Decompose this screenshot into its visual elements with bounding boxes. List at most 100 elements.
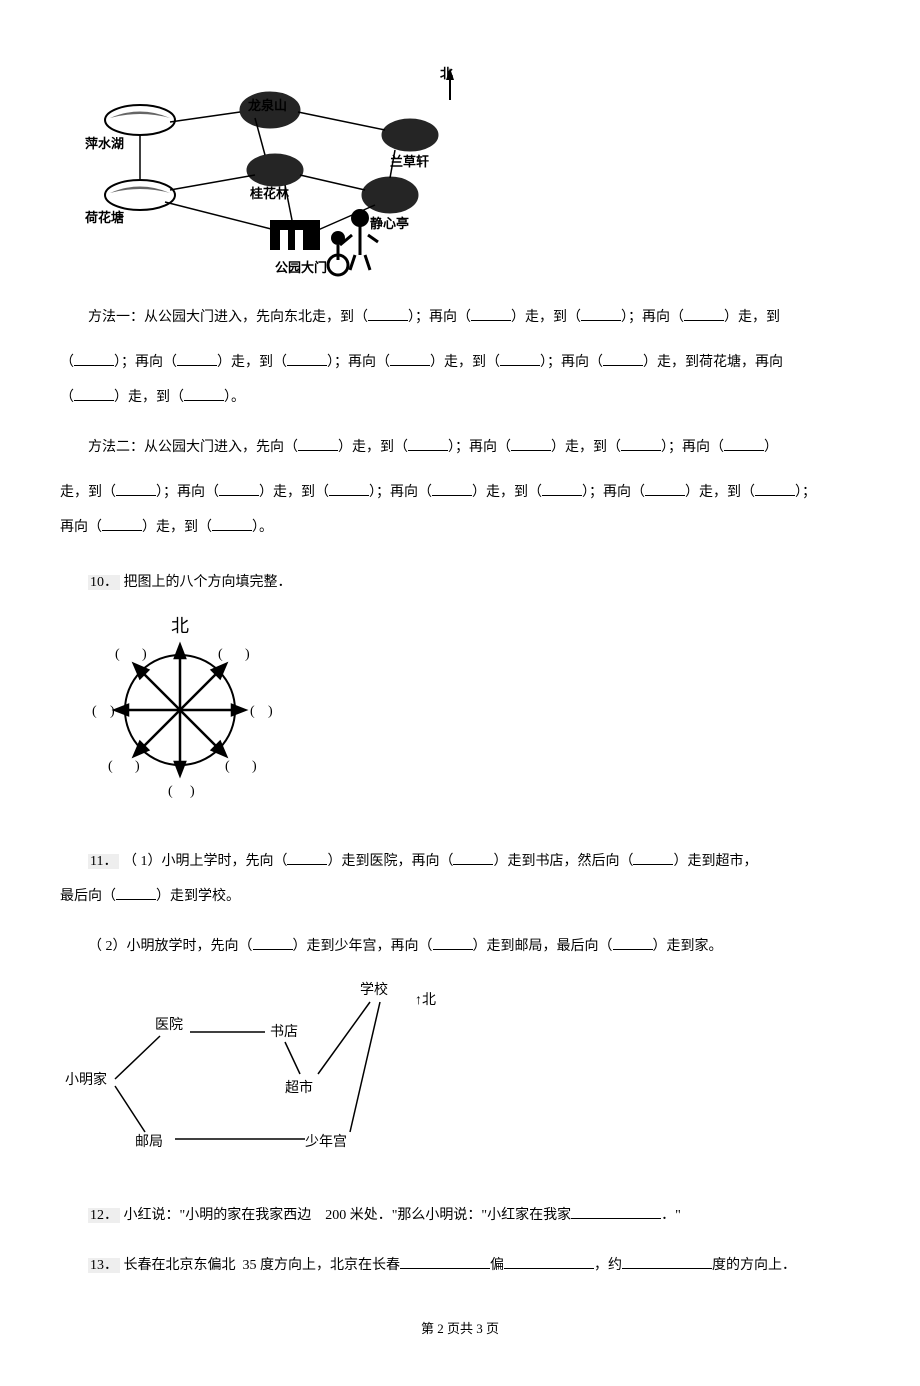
blank[interactable]: [102, 516, 142, 531]
svg-text:邮局: 邮局: [135, 1134, 163, 1150]
svg-text:超市: 超市: [285, 1079, 313, 1096]
svg-text:(: (: [108, 759, 113, 774]
text: 长春在北京东偏北: [124, 1258, 236, 1273]
blank[interactable]: [177, 351, 217, 366]
blank[interactable]: [613, 935, 653, 950]
svg-text:医院: 医院: [155, 1017, 183, 1033]
hehua-label: 荷花塘: [85, 202, 124, 235]
text: ）；: [795, 485, 816, 500]
q9-method2-line2: 走，到（）；再向（）走，到（）；再向（）走，到（）；再向（）走，到（）；: [60, 475, 860, 510]
text: ）走到家。: [653, 939, 723, 954]
blank[interactable]: [500, 351, 540, 366]
blank[interactable]: [219, 481, 259, 496]
svg-text:(: (: [168, 784, 173, 799]
text: ）；再向（: [156, 485, 219, 500]
blank[interactable]: [116, 885, 156, 900]
blank[interactable]: [400, 1254, 490, 1269]
blank[interactable]: [542, 481, 582, 496]
blank[interactable]: [212, 516, 252, 531]
text: 方法一：从公园大门进入，先向东北走，到（: [88, 310, 368, 325]
guihua-label: 桂花林: [250, 178, 289, 211]
q11-part1-line1: 11． （ 1）小明上学时，先向（）走到医院，再向（）走到书店，然后向（）走到超…: [60, 844, 860, 879]
text: （ 2）小明放学时，先向（: [88, 939, 253, 954]
q9-method1-line3: （）走，到（）。: [60, 380, 860, 415]
jingxin-label: 静心亭: [370, 208, 409, 241]
blank[interactable]: [622, 1254, 712, 1269]
text: ）；再向（: [369, 485, 432, 500]
text: ）走，到（: [511, 310, 581, 325]
text: 度的方向上．: [712, 1258, 796, 1273]
compass-svg: 北 () () () () () () (): [80, 610, 280, 810]
blank[interactable]: [184, 386, 224, 401]
text: ）走，到荷花塘，再向: [643, 355, 783, 370]
q11-part2: （ 2）小明放学时，先向（）走到少年宫，再向（）走到邮局，最后向（）走到家。: [60, 929, 860, 964]
blank[interactable]: [433, 935, 473, 950]
blank[interactable]: [253, 935, 293, 950]
blank[interactable]: [684, 306, 724, 321]
blank[interactable]: [116, 481, 156, 496]
text: 走，到（: [60, 485, 116, 500]
blank[interactable]: [74, 351, 114, 366]
blank[interactable]: [390, 351, 430, 366]
compass-figure: 北 () () () () () () (): [80, 610, 860, 824]
blank[interactable]: [603, 351, 643, 366]
text: ）。: [252, 520, 273, 535]
svg-text:): ): [142, 647, 147, 662]
blank[interactable]: [621, 436, 661, 451]
text: ）；再向（: [621, 310, 684, 325]
blank[interactable]: [408, 436, 448, 451]
text: ，约: [594, 1258, 622, 1273]
q9-method1-line2: （）；再向（）走，到（）；再向（）走，到（）；再向（）走，到荷花塘，再向: [60, 345, 860, 380]
blank[interactable]: [571, 1204, 661, 1219]
route-figure: 学校 ↑北 医院 书店 小明家 超市 邮局 少年宫: [60, 974, 860, 1178]
text: ）走，到（: [142, 520, 212, 535]
pingshui-label: 萍水湖: [85, 128, 124, 161]
svg-text:(: (: [218, 647, 223, 662]
blank[interactable]: [329, 481, 369, 496]
q9-method1-line1: 方法一：从公园大门进入，先向东北走，到（）；再向（）走，到（）；再向（）走，到: [60, 300, 860, 335]
blank[interactable]: [724, 436, 764, 451]
blank[interactable]: [504, 1254, 594, 1269]
svg-text:(: (: [115, 647, 120, 662]
text: 200 米处．"那么小明说："小红家在我家: [325, 1208, 571, 1223]
longquan-label: 龙泉山: [248, 90, 287, 123]
text: （: [60, 355, 74, 370]
text: ）；再向（: [327, 355, 390, 370]
q10-text: 把图上的八个方向填完整．: [124, 575, 292, 590]
blank[interactable]: [471, 306, 511, 321]
blank[interactable]: [633, 850, 673, 865]
svg-text:↑北: ↑北: [415, 992, 436, 1008]
text: ．": [661, 1208, 681, 1223]
svg-text:(: (: [225, 759, 230, 774]
text: 偏: [490, 1258, 504, 1273]
q10: 10． 把图上的八个方向填完整．: [60, 565, 860, 600]
text: ）。: [224, 390, 245, 405]
q12: 12． 小红说："小明的家在我家西边 200 米处．"那么小明说："小红家在我家…: [60, 1198, 860, 1233]
text: （ 1）小明上学时，先向（: [123, 854, 288, 869]
blank[interactable]: [645, 481, 685, 496]
text: ）走，到（: [259, 485, 329, 500]
svg-text:): ): [135, 759, 140, 774]
gate-label: 公园大门: [275, 252, 327, 285]
blank[interactable]: [298, 436, 338, 451]
text: ）走到少年宫，再向（: [293, 939, 433, 954]
svg-text:(: (: [250, 704, 255, 719]
svg-text:): ): [268, 704, 273, 719]
blank[interactable]: [453, 850, 493, 865]
blank[interactable]: [432, 481, 472, 496]
blank[interactable]: [755, 481, 795, 496]
text: ）走到学校。: [156, 889, 240, 904]
text: ）走到超市，: [673, 854, 757, 869]
blank[interactable]: [368, 306, 408, 321]
blank[interactable]: [287, 351, 327, 366]
svg-text:): ): [110, 704, 115, 719]
q13-num: 13．: [88, 1258, 120, 1273]
compass-north-label: 北: [171, 616, 189, 636]
blank[interactable]: [581, 306, 621, 321]
svg-text:): ): [190, 784, 195, 799]
blank[interactable]: [511, 436, 551, 451]
blank[interactable]: [287, 850, 327, 865]
text: ）走，到（: [472, 485, 542, 500]
blank[interactable]: [74, 386, 114, 401]
text: ）: [764, 440, 778, 455]
